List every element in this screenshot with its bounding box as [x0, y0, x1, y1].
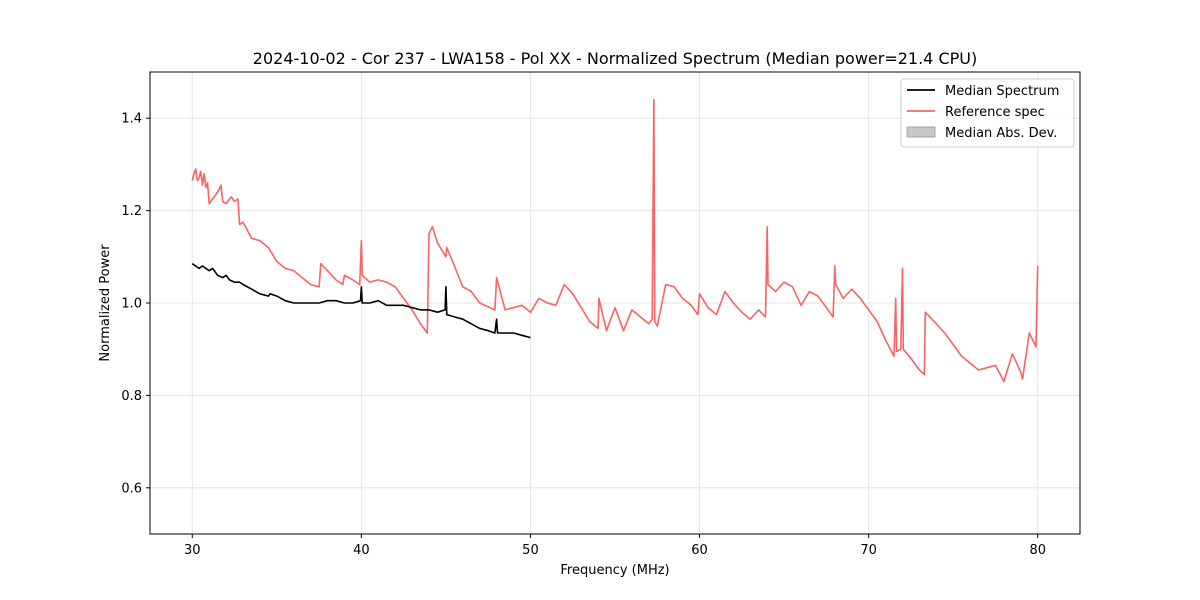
median-spectrum-line: [191, 263, 531, 339]
x-tick-label: 70: [860, 543, 877, 558]
y-tick-label: 1.4: [121, 112, 142, 127]
legend-label-reference: Reference spec: [945, 105, 1045, 120]
y-tick-label: 0.8: [121, 389, 142, 404]
x-axis-ticks: 30 40 50 60 70 80: [184, 534, 1046, 558]
x-tick-label: 30: [184, 543, 201, 558]
reference-spec-line: [191, 98, 1039, 383]
x-axis-label: Frequency (MHz): [560, 563, 669, 578]
y-tick-label: 1.0: [121, 297, 142, 312]
y-axis-ticks: 0.6 0.8 1.0 1.2 1.4: [121, 112, 150, 496]
series-group: [191, 98, 1039, 383]
x-tick-label: 50: [522, 543, 539, 558]
legend-box: [900, 78, 1075, 148]
legend-mad-patch: [906, 126, 936, 138]
chart-title: 2024-10-02 - Cor 237 - LWA158 - Pol XX -…: [253, 49, 977, 68]
x-tick-label: 60: [691, 543, 708, 558]
legend: Median Spectrum Reference spec Median Ab…: [900, 78, 1075, 148]
legend-label-mad: Median Abs. Dev.: [945, 126, 1057, 141]
y-tick-label: 0.6: [121, 481, 142, 496]
y-axis-label: Normalized Power: [98, 244, 113, 362]
x-tick-label: 40: [353, 543, 370, 558]
y-tick-label: 1.2: [121, 204, 142, 219]
x-tick-label: 80: [1029, 543, 1046, 558]
legend-label-median: Median Spectrum: [945, 84, 1059, 99]
